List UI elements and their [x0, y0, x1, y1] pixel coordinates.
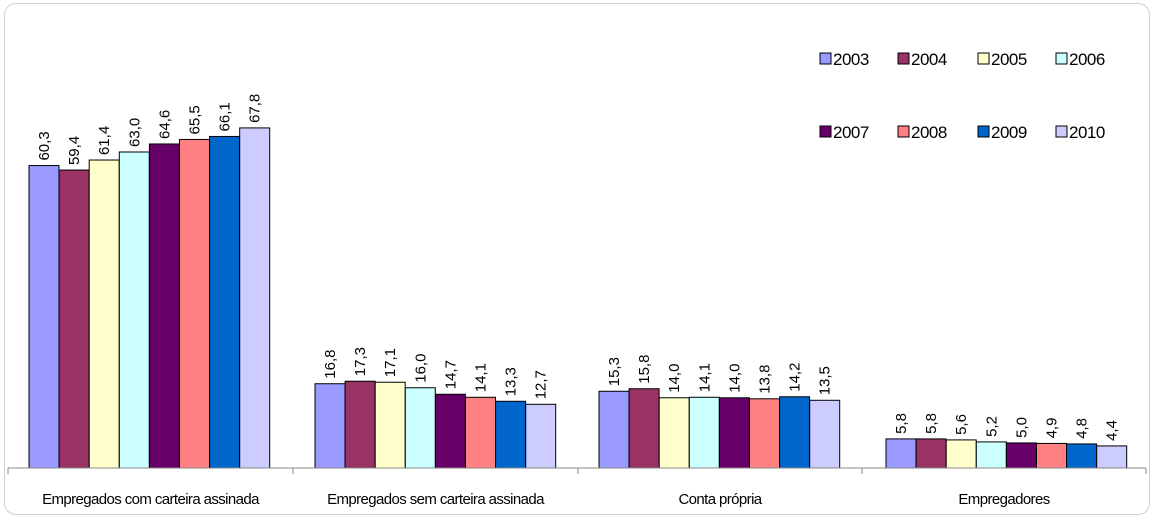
bar-2007-0 [148, 143, 180, 469]
value-label: 13,8 [757, 365, 774, 394]
value-label: 14,0 [666, 364, 683, 393]
legend-label-2008: 2008 [911, 123, 947, 142]
value-label: 5,6 [953, 414, 970, 435]
bar-2003-2 [598, 390, 630, 469]
value-label: 65,5 [187, 105, 204, 134]
legend-swatch-2007 [819, 125, 832, 138]
bar-2003-3 [885, 438, 917, 469]
legend-swatch-2004 [897, 52, 910, 65]
bar-2008-3 [1036, 442, 1067, 469]
category-label: Empregados com carteira assinada [42, 491, 260, 508]
bar-2005-3 [945, 439, 977, 469]
legend-swatch-2009 [977, 125, 990, 138]
bar-2006-0 [118, 151, 150, 469]
value-label: 61,4 [96, 126, 113, 155]
value-label: 66,1 [217, 102, 234, 131]
value-label: 4,8 [1074, 418, 1091, 439]
value-label: 60,3 [36, 131, 53, 160]
category-label: Conta própria [678, 491, 762, 508]
bar-2006-2 [688, 396, 720, 469]
legend: 2003 2004 2005 2006 2007 2008 2009 2010 [819, 50, 1105, 142]
bar-2004-0 [58, 169, 90, 469]
bar-2008-2 [749, 398, 780, 469]
bar-2004-1 [344, 380, 376, 469]
bar-2006-3 [975, 441, 1007, 469]
x-axis [7, 467, 1147, 474]
category-label: Empregadores [958, 491, 1049, 508]
value-label: 14,1 [696, 363, 713, 392]
value-label: 14,7 [442, 360, 459, 389]
value-label: 5,8 [923, 413, 940, 434]
legend-label-2009: 2009 [991, 123, 1027, 142]
legend-swatch-2006 [1055, 52, 1068, 65]
legend-label-2004: 2004 [911, 50, 947, 69]
bar-2004-3 [915, 438, 947, 469]
value-label: 14,0 [726, 364, 743, 393]
bar-2006-1 [404, 387, 436, 469]
category-label: Empregados sem carteira assinada [327, 491, 545, 508]
value-label: 63,0 [126, 118, 143, 147]
value-label: 12,7 [533, 370, 550, 399]
legend-swatch-2010 [1055, 125, 1068, 138]
value-label: 16,8 [322, 350, 339, 379]
bar-2007-1 [434, 393, 466, 469]
bar-2003-1 [314, 383, 346, 469]
value-labels-layer: 60,3 16,8 15,3 5,8 59,4 17,3 15,8 5,8 61,4 17,1 14… [36, 94, 1121, 441]
bar-2004-2 [628, 388, 660, 469]
legend-label-2010: 2010 [1069, 123, 1105, 142]
value-label: 13,5 [817, 366, 834, 395]
value-label: 5,0 [1013, 417, 1030, 438]
legend-label-2006: 2006 [1069, 50, 1105, 69]
legend-label-2007: 2007 [833, 123, 869, 142]
bar-2009-3 [1066, 443, 1098, 469]
bar-2005-1 [374, 381, 406, 469]
bar-2010-2 [809, 399, 841, 469]
value-label: 15,3 [606, 357, 623, 386]
value-label: 15,8 [636, 355, 653, 384]
bar-2009-2 [779, 396, 811, 469]
bar-2010-3 [1096, 445, 1128, 469]
value-label: 17,1 [382, 348, 399, 377]
bar-2008-1 [465, 396, 496, 469]
bar-2008-0 [179, 138, 210, 469]
bar-2010-0 [239, 127, 271, 469]
value-label: 5,8 [893, 413, 910, 434]
legend-swatch-2003 [819, 52, 832, 65]
value-label: 14,2 [787, 363, 804, 392]
bar-2007-3 [1005, 442, 1037, 469]
value-label: 17,3 [352, 347, 369, 376]
bar-2009-0 [209, 135, 241, 469]
bar-2010-1 [525, 403, 557, 469]
value-label: 16,0 [412, 354, 429, 383]
category-labels-layer: Empregados com carteira assinada Empregad… [42, 491, 1050, 508]
bar-2003-0 [28, 165, 60, 469]
bar-2009-1 [495, 400, 527, 469]
value-label: 5,2 [983, 416, 1000, 437]
value-label: 67,8 [247, 94, 264, 123]
bar-2005-0 [88, 159, 120, 469]
value-label: 59,4 [66, 136, 83, 165]
legend-swatch-2005 [977, 52, 990, 65]
value-label: 64,6 [156, 110, 173, 139]
value-label: 4,4 [1104, 420, 1121, 441]
legend-label-2005: 2005 [991, 50, 1027, 69]
bar-2007-2 [718, 397, 750, 469]
value-label: 13,3 [503, 367, 520, 396]
legend-label-2003: 2003 [833, 50, 869, 69]
legend-swatch-2008 [897, 125, 910, 138]
value-label: 4,9 [1044, 418, 1061, 439]
bars-layer [28, 127, 1128, 469]
value-label: 14,1 [473, 363, 490, 392]
bar-2005-2 [658, 397, 690, 469]
